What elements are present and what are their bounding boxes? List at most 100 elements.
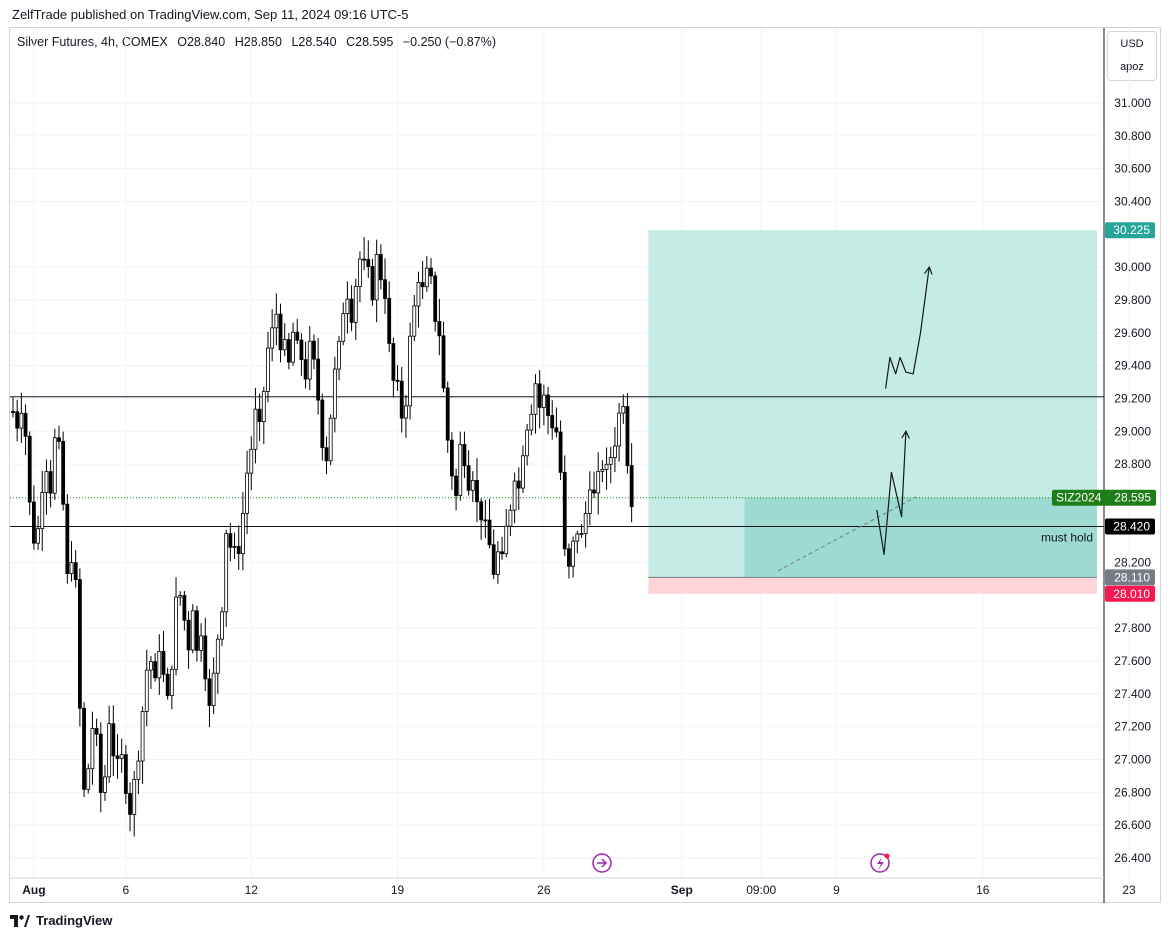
- candle-body: [537, 383, 542, 408]
- change-value: −0.250 (−0.87%): [402, 35, 496, 49]
- candle-body: [165, 673, 170, 696]
- x-tick-label: 19: [391, 883, 405, 897]
- candle-body: [132, 779, 137, 815]
- y-tick-label: 27.000: [1114, 753, 1151, 767]
- y-tick-label: 29.400: [1114, 359, 1151, 373]
- candle-body: [107, 723, 112, 778]
- x-tick-label: 9: [833, 883, 840, 897]
- candle-body: [479, 501, 484, 521]
- candle-body: [270, 327, 275, 349]
- candle-body: [169, 668, 174, 696]
- candle-body: [554, 427, 559, 433]
- candle-body: [358, 258, 362, 287]
- candle-body: [40, 492, 45, 529]
- y-tick-label: 30.000: [1114, 260, 1151, 274]
- candle-body: [19, 412, 24, 429]
- candle-body: [345, 298, 350, 315]
- candle-body: [613, 445, 617, 458]
- candle-body: [11, 411, 15, 413]
- candle-body: [48, 471, 53, 494]
- candle-body: [153, 661, 158, 679]
- low-label: L: [291, 35, 299, 49]
- candle-body: [98, 733, 103, 793]
- candle-body: [383, 279, 387, 299]
- candle-body: [608, 457, 613, 465]
- candle-body: [521, 455, 525, 489]
- y-tick-label: 29.000: [1114, 424, 1151, 438]
- candle-body: [111, 723, 116, 757]
- candle-body: [441, 335, 446, 389]
- candle-body: [178, 595, 183, 598]
- candle-body: [629, 465, 634, 508]
- candle-body: [429, 267, 433, 277]
- currency-sub: apoz: [1120, 61, 1144, 73]
- candle-body: [483, 519, 488, 522]
- candle-body: [458, 444, 463, 496]
- filled-profit-band: [744, 497, 1097, 578]
- candle-body: [61, 440, 66, 505]
- candle-body: [203, 635, 208, 680]
- candle-body: [32, 501, 36, 544]
- candle-body: [504, 525, 509, 555]
- candle-body: [115, 755, 120, 759]
- high-value: 28.850: [243, 35, 282, 49]
- candle-body: [157, 651, 162, 679]
- candle-body: [94, 728, 99, 735]
- currency-selector[interactable]: USD apoz: [1107, 31, 1157, 81]
- candle-body: [558, 431, 563, 473]
- x-tick-label: 6: [123, 883, 130, 897]
- price-tag-line: [1105, 518, 1155, 535]
- candle-body: [303, 359, 308, 380]
- candle-body: [387, 298, 392, 344]
- x-tick-label: Aug: [22, 883, 45, 897]
- candle-body: [295, 331, 300, 341]
- candle-body: [253, 408, 258, 450]
- candle-body: [550, 415, 555, 429]
- y-tick-label: 28.800: [1114, 457, 1151, 471]
- low-value: 28.540: [298, 35, 337, 49]
- candle-body: [186, 619, 191, 651]
- x-tick-label: 12: [245, 883, 259, 897]
- y-tick-label: 29.600: [1114, 326, 1151, 340]
- candle-body: [195, 610, 199, 651]
- candle-body: [587, 489, 592, 514]
- candle-body: [462, 444, 467, 467]
- y-tick-label: 30.600: [1114, 162, 1151, 176]
- tradingview-footer[interactable]: TradingView: [10, 913, 112, 928]
- event-dot: [884, 853, 890, 859]
- y-tick-label: 27.200: [1114, 720, 1151, 734]
- candle-body: [90, 728, 95, 770]
- candle-body: [362, 258, 367, 261]
- candle-body: [65, 503, 70, 575]
- candle-body: [404, 405, 408, 419]
- candle-body: [36, 528, 40, 544]
- candle-body: [541, 394, 546, 408]
- x-tick-label: 09:00: [746, 883, 776, 897]
- candle-body: [211, 672, 216, 706]
- candle-body: [579, 533, 584, 535]
- candle-body: [190, 610, 195, 651]
- candle-body: [378, 254, 383, 281]
- candle-body: [119, 754, 124, 759]
- candle-body: [86, 768, 91, 790]
- candle-body: [82, 707, 86, 790]
- y-tick-label: 26.400: [1114, 851, 1151, 865]
- lightning-event-icon-glyph: [877, 857, 884, 870]
- candle-body: [307, 340, 312, 380]
- level-note: must hold: [1041, 530, 1093, 544]
- candle-body: [220, 611, 224, 640]
- candle-body: [416, 281, 421, 307]
- candle-body: [332, 368, 337, 419]
- candle-body: [575, 533, 580, 542]
- loss-zone: [648, 577, 1097, 594]
- x-tick-label: 26: [537, 883, 551, 897]
- candle-body: [149, 661, 153, 671]
- symbol-name[interactable]: Silver Futures, 4h, COMEX: [17, 35, 168, 49]
- candle-body: [261, 391, 266, 423]
- candle-body: [525, 429, 530, 457]
- dashed-trendline: [777, 496, 917, 572]
- y-tick-label: 27.400: [1114, 687, 1151, 701]
- y-tick-label: 27.600: [1114, 654, 1151, 668]
- candle-body: [228, 533, 233, 548]
